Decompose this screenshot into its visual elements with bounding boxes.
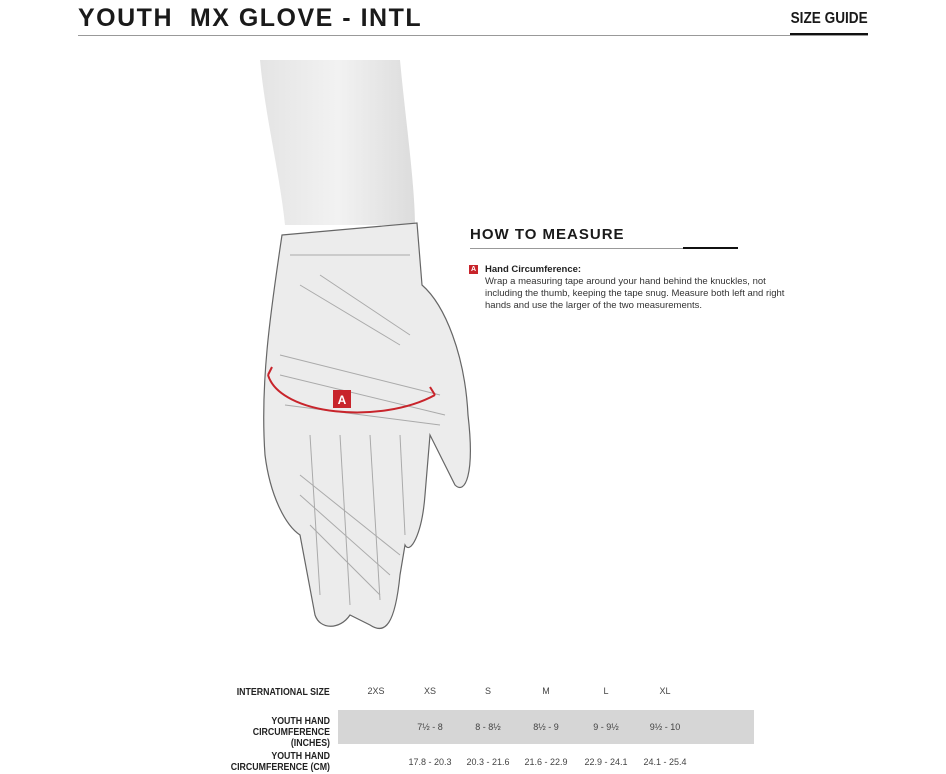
marker-a-badge	[333, 390, 351, 408]
how-to-measure-heading: HOW TO MEASURE	[470, 226, 625, 243]
row-label-cm: YOUTH HAND CIRCUMFERENCE (CM)	[230, 751, 330, 773]
instruction-title: Hand Circumference:	[485, 264, 582, 275]
table-cell: S	[484, 686, 491, 696]
page-title: YOUTH MX GLOVE - INTL	[78, 4, 423, 32]
table-cell: 2XS	[367, 686, 385, 696]
table-cell: 20.3 - 21.6	[466, 757, 510, 767]
table-cell: 24.1 - 25.4	[643, 757, 687, 767]
table-cell: M	[542, 686, 550, 696]
header-divider	[78, 35, 868, 36]
marker-a-label: A	[338, 393, 347, 407]
glove-illustration: A	[260, 60, 471, 630]
table-cell: XS	[423, 686, 436, 696]
table-cell: 17.8 - 20.3	[408, 757, 452, 767]
table-cell: L	[603, 686, 609, 696]
table-cell: 9½ - 10	[649, 722, 681, 732]
instructions: Hand Circumference: Wrap a measuring tap…	[485, 264, 785, 312]
table-row-highlight	[338, 710, 754, 744]
measuring-tape	[267, 374, 436, 414]
table-cell: 9 - 9½	[593, 722, 619, 732]
table-cell: 21.6 - 22.9	[524, 757, 568, 767]
row-label-international-size: INTERNATIONAL SIZE	[236, 687, 330, 698]
row-label-inches: YOUTH HAND CIRCUMFERENCE (INCHES)	[252, 716, 330, 749]
table-cell: XL	[659, 686, 671, 696]
forearm	[260, 60, 415, 225]
instruction-text: Wrap a measuring tape around your hand b…	[485, 276, 785, 311]
glove	[263, 222, 471, 630]
table-cell: 7½ - 8	[417, 722, 443, 732]
heading-accent-bar	[683, 247, 738, 249]
heading-divider	[470, 248, 738, 249]
size-guide-tab[interactable]: SIZE GUIDE	[790, 10, 868, 27]
table-cell: 8 - 8½	[475, 722, 501, 732]
table-cell: 22.9 - 24.1	[584, 757, 628, 767]
marker-a-icon: A	[469, 265, 478, 274]
size-guide-underline	[790, 33, 868, 35]
table-cell: 8½ - 9	[533, 722, 559, 732]
